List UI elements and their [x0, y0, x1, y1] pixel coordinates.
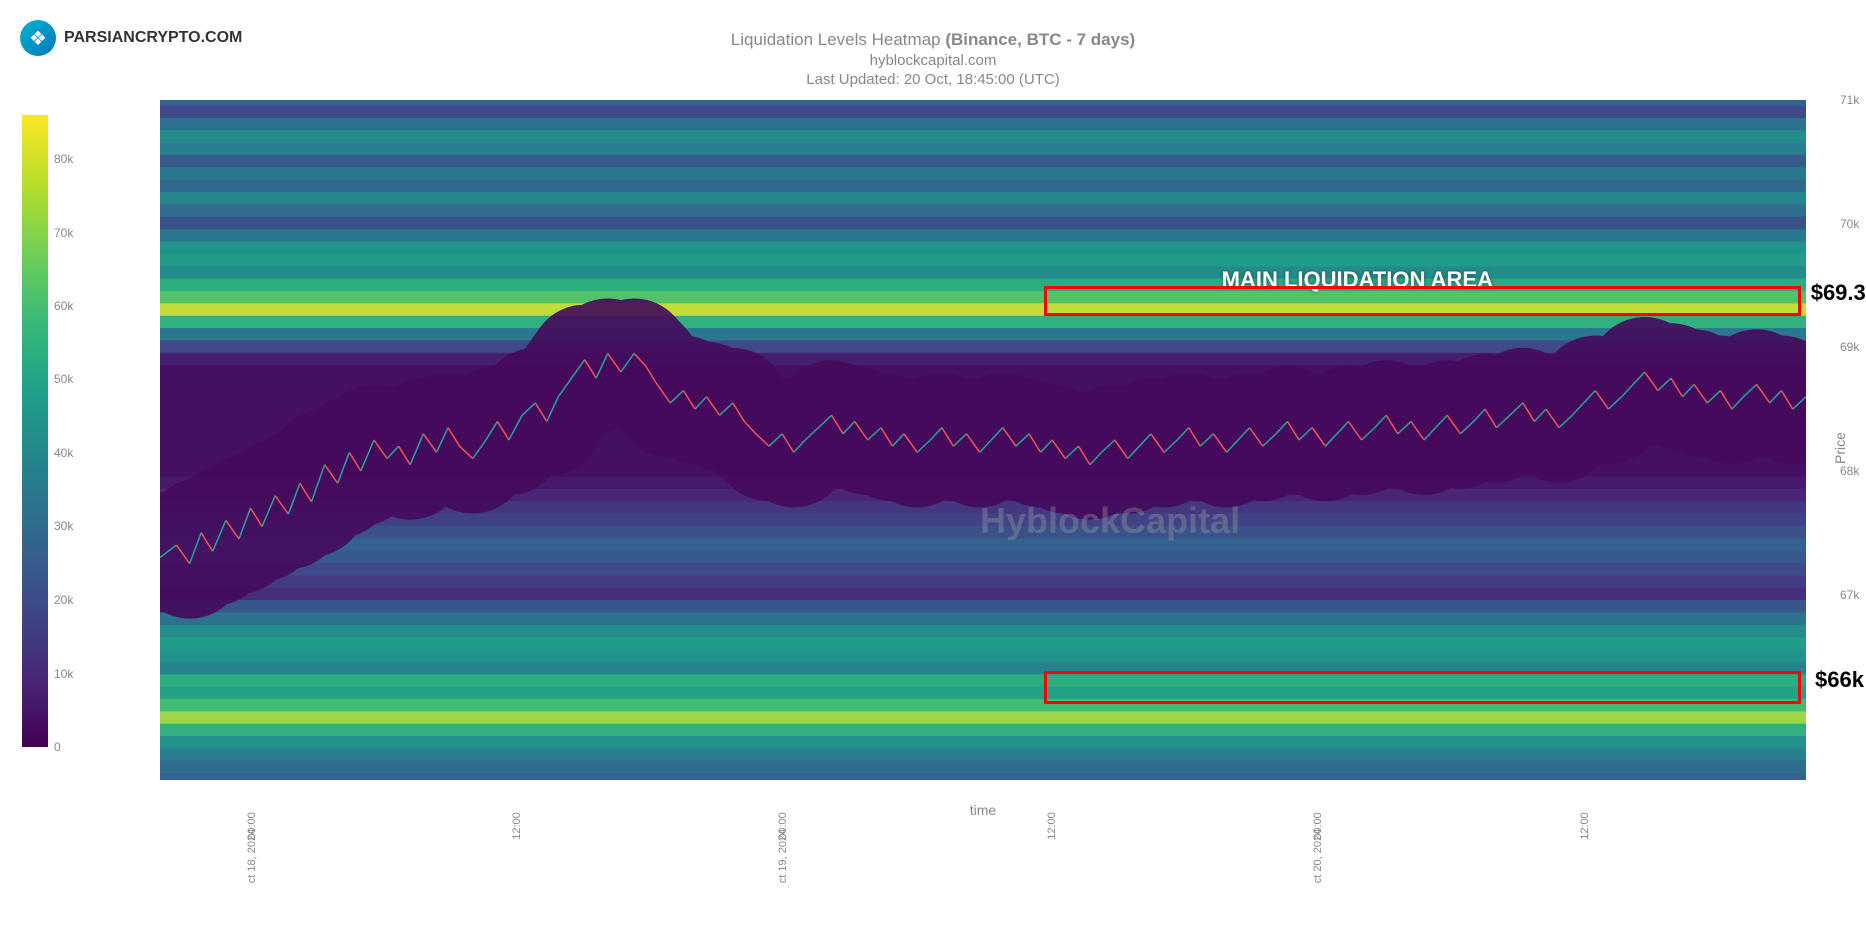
title-updated: Last Updated: 20 Oct, 18:45:00 (UTC) — [731, 71, 1135, 88]
colorbar-tick: 0 — [54, 740, 61, 754]
colorbar-tick: 30k — [54, 519, 73, 533]
logo: ❖ PARSIANCRYPTO.COM — [20, 20, 242, 56]
x-axis: time 00:00ct 18, 202412:0000:00ct 19, 20… — [160, 784, 1806, 884]
colorbar — [22, 115, 48, 747]
x-tick-date: ct 20, 2024 — [1312, 829, 1324, 883]
x-tick-time: 12:00 — [1046, 812, 1058, 840]
colorbar-tick: 50k — [54, 372, 73, 386]
title-main: Liquidation Levels Heatmap (Binance, BTC… — [731, 30, 1135, 50]
colorbar-tick: 20k — [54, 593, 73, 607]
y-tick: 67k — [1840, 588, 1859, 602]
price-label-upper: $69.3k — [1811, 280, 1866, 306]
colorbar-tick: 70k — [54, 226, 73, 240]
chart-title: Liquidation Levels Heatmap (Binance, BTC… — [731, 30, 1135, 88]
colorbar-tick: 10k — [54, 667, 73, 681]
liquidation-highlight-box — [1044, 286, 1801, 317]
x-tick-time: 12:00 — [1579, 812, 1591, 840]
y-tick: 71k — [1840, 93, 1859, 107]
price-label-lower: $66k — [1815, 667, 1864, 693]
colorbar-tick: 80k — [54, 152, 73, 166]
title-bold: (Binance, BTC - 7 days) — [945, 30, 1135, 49]
y-tick: 68k — [1840, 464, 1859, 478]
colorbar-tick: 40k — [54, 446, 73, 460]
logo-text: PARSIANCRYPTO.COM — [64, 29, 242, 47]
logo-glyph: ❖ — [29, 26, 47, 51]
liquidation-highlight-box — [1044, 671, 1801, 704]
title-source: hyblockcapital.com — [731, 52, 1135, 69]
chart-area: HyblockCapital MAIN LIQUIDATION AREA $69… — [160, 100, 1806, 780]
y-tick: 70k — [1840, 217, 1859, 231]
colorbar-tick: 60k — [54, 299, 73, 313]
x-tick-date: ct 19, 2024 — [777, 829, 789, 883]
title-prefix: Liquidation Levels Heatmap — [731, 30, 946, 49]
x-tick-time: 12:00 — [511, 812, 523, 840]
x-axis-label: time — [970, 802, 996, 818]
crypto-globe-icon: ❖ — [20, 20, 56, 56]
y-axis-label: Price — [1832, 432, 1848, 464]
y-tick: 69k — [1840, 340, 1859, 354]
x-tick-date: ct 18, 2024 — [246, 829, 258, 883]
